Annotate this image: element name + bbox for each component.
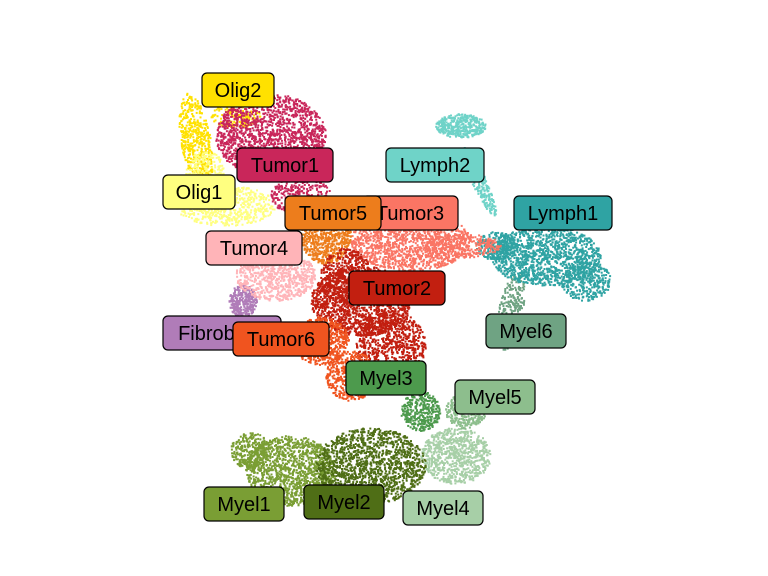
cluster-points-myel4 xyxy=(420,427,492,485)
cluster-label-text: Myel1 xyxy=(217,494,270,516)
cluster-label-box xyxy=(345,360,427,396)
cluster-label-box xyxy=(203,486,285,522)
cluster-label-box xyxy=(485,313,567,349)
cluster-label-text: Myel6 xyxy=(499,321,552,343)
cluster-label-text: Tumor2 xyxy=(363,278,431,300)
cluster-label-text: Myel3 xyxy=(359,368,412,390)
cluster-label-box xyxy=(284,195,382,231)
cluster-label-box xyxy=(402,490,484,526)
cluster-label-tumor6: Tumor6 xyxy=(232,321,330,357)
cluster-label-tumor2: Tumor2 xyxy=(348,270,446,306)
cluster-label-box xyxy=(385,147,485,183)
cluster-label-lymph2: Lymph2 xyxy=(385,147,485,183)
cluster-label-myel3: Myel3 xyxy=(345,360,427,396)
cluster-labels: Olig2 Olig1 Tumor1 Tumor3 Tumor5 Tumor4 Tumor2… xyxy=(162,72,613,526)
cluster-label-text: Tumor3 xyxy=(376,203,444,225)
cluster-label-tumor4: Tumor4 xyxy=(205,230,303,266)
cluster-label-box xyxy=(162,174,236,210)
cluster-label-box xyxy=(236,147,334,183)
cluster-label-box xyxy=(454,379,536,415)
cluster-label-box xyxy=(201,72,275,108)
cluster-points-lymph1 xyxy=(475,225,612,302)
cluster-label-text: Tumor6 xyxy=(247,329,315,351)
cluster-label-myel4: Myel4 xyxy=(402,490,484,526)
cluster-label-text: Myel2 xyxy=(317,492,370,514)
cluster-label-text: Tumor4 xyxy=(220,238,288,260)
cluster-label-myel2: Myel2 xyxy=(303,484,385,520)
cluster-label-myel6: Myel6 xyxy=(485,313,567,349)
cluster-label-tumor1: Tumor1 xyxy=(236,147,334,183)
cluster-label-text: Olig2 xyxy=(215,80,262,102)
cluster-label-lymph1: Lymph1 xyxy=(513,195,613,231)
cluster-label-myel1: Myel1 xyxy=(203,486,285,522)
cluster-label-olig2: Olig2 xyxy=(201,72,275,108)
cluster-label-text: Myel4 xyxy=(416,498,469,520)
cluster-label-box xyxy=(303,484,385,520)
cluster-label-text: Myel5 xyxy=(468,387,521,409)
cluster-label-tumor3: Tumor3 xyxy=(361,195,459,231)
cluster-label-box xyxy=(348,270,446,306)
cluster-label-text: Tumor1 xyxy=(251,155,319,177)
cluster-label-text: Tumor5 xyxy=(299,203,367,225)
cluster-label-olig1: Olig1 xyxy=(162,174,236,210)
cluster-points-myel3 xyxy=(400,390,442,432)
cluster-label-box xyxy=(205,230,303,266)
cluster-label-text: Lymph1 xyxy=(528,203,598,225)
cluster-label-text: Lymph2 xyxy=(400,155,470,177)
cluster-label-box xyxy=(513,195,613,231)
cluster-label-tumor5: Tumor5 xyxy=(284,195,382,231)
cluster-label-box xyxy=(232,321,330,357)
cluster-label-myel5: Myel5 xyxy=(454,379,536,415)
cluster-label-text: Olig1 xyxy=(176,182,223,204)
